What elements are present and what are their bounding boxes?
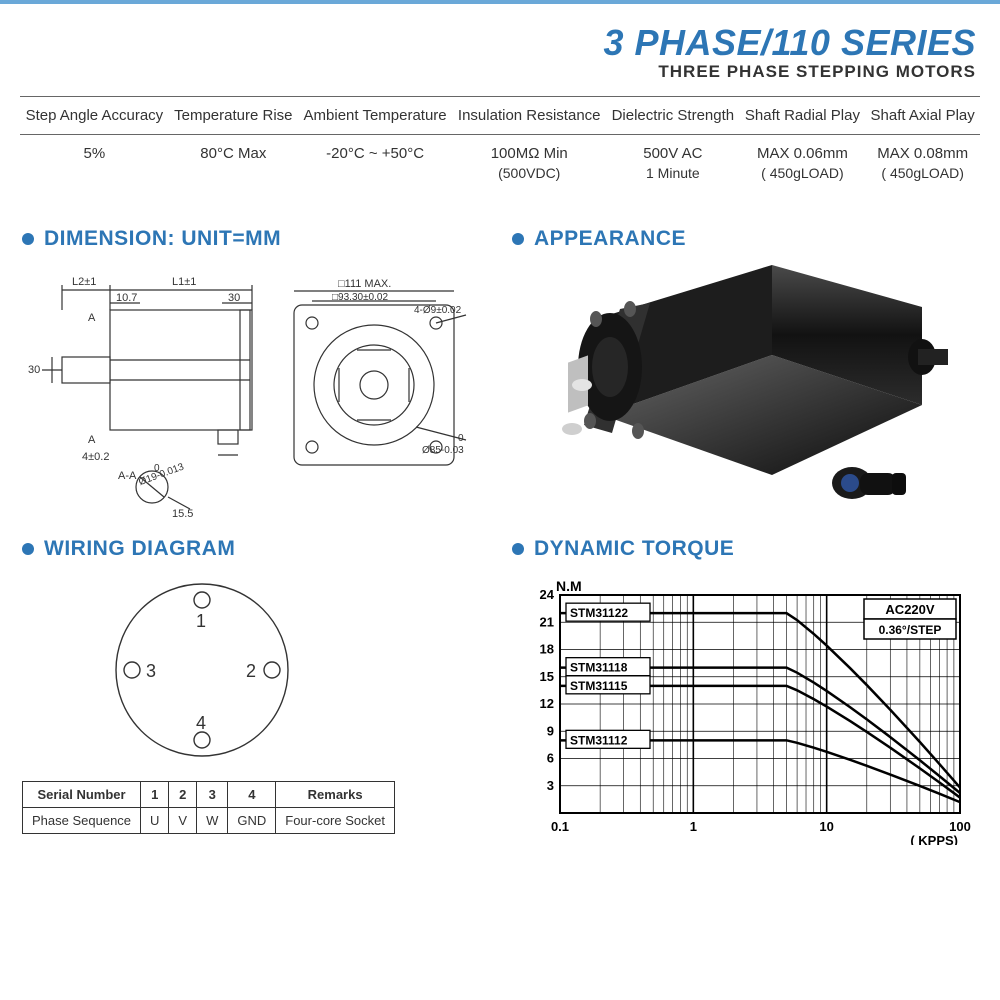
svg-text:Ø85-0.03: Ø85-0.03 [422,445,464,456]
svg-text:4-Ø9±0.02: 4-Ø9±0.02 [414,305,462,316]
svg-text:3: 3 [547,778,554,793]
wiring-cell: W [197,808,228,834]
table-row: Phase Sequence U V W GND Four-core Socke… [23,808,395,834]
torque-chart: 3 6 9 12 15 18 21 24 0.1 1 10 100 N.M ( KPPS) AC220V 0.… [512,575,972,845]
svg-text:30: 30 [28,364,40,376]
wiring-header: Serial Number [23,782,141,808]
spec-col: Step Angle Accuracy [20,97,169,135]
title-line1: 3 PHASE/110 SERIES [24,22,976,64]
svg-text:0: 0 [458,433,464,444]
dimension-drawing: L2±1 L1±1 10.7 30 30 A A 4±0.2 □111 MAX.… [22,265,482,525]
wiring-section: WIRING DIAGRAM 1 2 3 4 Serial Number 1 2 [22,537,488,845]
spec-val: -20°C ~ +50°C [298,135,452,192]
wiring-header: 1 [141,782,169,808]
top-rule [0,0,1000,4]
wiring-cell: V [169,808,197,834]
spec-table: Step Angle Accuracy Temperature Rise Amb… [20,96,980,191]
svg-text:N.M: N.M [556,578,582,594]
wiring-heading-text: WIRING DIAGRAM [44,537,235,561]
svg-text:2: 2 [246,661,256,681]
appearance-section: APPEARANCE [512,227,978,525]
svg-text:STM31112: STM31112 [570,733,628,747]
svg-text:A-A: A-A [118,470,137,482]
bullet-icon [22,543,34,555]
bullet-icon [512,233,524,245]
dimension-section: DIMENSION: UNIT=MM [22,227,488,525]
spec-value-row: 5% 80°C Max -20°C ~ +50°C 100MΩ Min(500V… [20,135,980,192]
svg-text:STM31118: STM31118 [570,661,628,675]
svg-text:6: 6 [547,751,554,766]
torque-heading: DYNAMIC TORQUE [512,537,978,561]
svg-text:4±0.2: 4±0.2 [82,451,109,463]
svg-text:15: 15 [540,669,554,684]
spec-val: 500V AC1 Minute [606,135,739,192]
svg-text:1: 1 [196,611,206,631]
wiring-cell: GND [228,808,276,834]
svg-text:□111 MAX.: □111 MAX. [338,278,391,290]
content-grid: DIMENSION: UNIT=MM [0,191,1000,845]
svg-text:( KPPS): ( KPPS) [910,833,958,845]
torque-section: DYNAMIC TORQUE 3 6 9 12 15 18 21 24 0.1 1 10 100 N.M… [512,537,978,845]
svg-text:L1±1: L1±1 [172,276,196,288]
svg-text:0.36°/STEP: 0.36°/STEP [879,623,942,637]
svg-text:□93.30±0.02: □93.30±0.02 [332,292,388,303]
dimension-heading: DIMENSION: UNIT=MM [22,227,488,251]
appearance-heading: APPEARANCE [512,227,978,251]
spec-header-row: Step Angle Accuracy Temperature Rise Amb… [20,97,980,135]
appearance-heading-text: APPEARANCE [534,227,686,251]
spec-val: MAX 0.06mm( 450gLOAD) [740,135,866,192]
wiring-header: 4 [228,782,276,808]
svg-text:A: A [88,312,96,324]
spec-val: 80°C Max [169,135,298,192]
svg-text:L2±1: L2±1 [72,276,96,288]
svg-text:3: 3 [146,661,156,681]
svg-text:30: 30 [228,292,240,304]
dimension-heading-text: DIMENSION: UNIT=MM [44,227,281,251]
torque-heading-text: DYNAMIC TORQUE [534,537,734,561]
svg-text:10.7: 10.7 [116,292,137,304]
spec-col: Shaft Axial Play [865,97,980,135]
bullet-icon [512,543,524,555]
svg-text:100: 100 [949,819,971,834]
spec-val: 5% [20,135,169,192]
svg-text:15.5: 15.5 [172,508,193,520]
table-row: Serial Number 1 2 3 4 Remarks [23,782,395,808]
svg-text:9: 9 [547,723,554,738]
wiring-socket-diagram: 1 2 3 4 [22,575,382,765]
wiring-header: Remarks [276,782,395,808]
svg-text:24: 24 [540,587,555,602]
svg-text:18: 18 [540,642,554,657]
svg-text:STM31115: STM31115 [570,679,628,693]
spec-val: 100MΩ Min(500VDC) [452,135,606,192]
wiring-heading: WIRING DIAGRAM [22,537,488,561]
spec-col: Ambient Temperature [298,97,452,135]
wiring-cell: U [141,808,169,834]
svg-text:12: 12 [540,696,554,711]
wiring-header: 2 [169,782,197,808]
wiring-cell: Four-core Socket [276,808,395,834]
svg-text:0.1: 0.1 [551,819,569,834]
title-line2: THREE PHASE STEPPING MOTORS [24,62,976,82]
svg-text:STM31122: STM31122 [570,606,628,620]
spec-val: MAX 0.08mm( 450gLOAD) [865,135,980,192]
wiring-table: Serial Number 1 2 3 4 Remarks Phase Sequ… [22,781,395,834]
svg-text:21: 21 [540,614,554,629]
page-header: 3 PHASE/110 SERIES THREE PHASE STEPPING … [0,14,1000,88]
motor-illustration [512,265,972,525]
spec-col: Shaft Radial Play [740,97,866,135]
spec-col: Insulation Resistance [452,97,606,135]
svg-text:A: A [88,434,96,446]
svg-text:1: 1 [690,819,697,834]
bullet-icon [22,233,34,245]
wiring-cell: Phase Sequence [23,808,141,834]
svg-text:4: 4 [196,713,206,733]
spec-col: Temperature Rise [169,97,298,135]
svg-text:Ø19-0.013: Ø19-0.013 [137,461,186,488]
svg-text:10: 10 [819,819,833,834]
spec-col: Dielectric Strength [606,97,739,135]
svg-text:AC220V: AC220V [885,602,934,617]
wiring-header: 3 [197,782,228,808]
